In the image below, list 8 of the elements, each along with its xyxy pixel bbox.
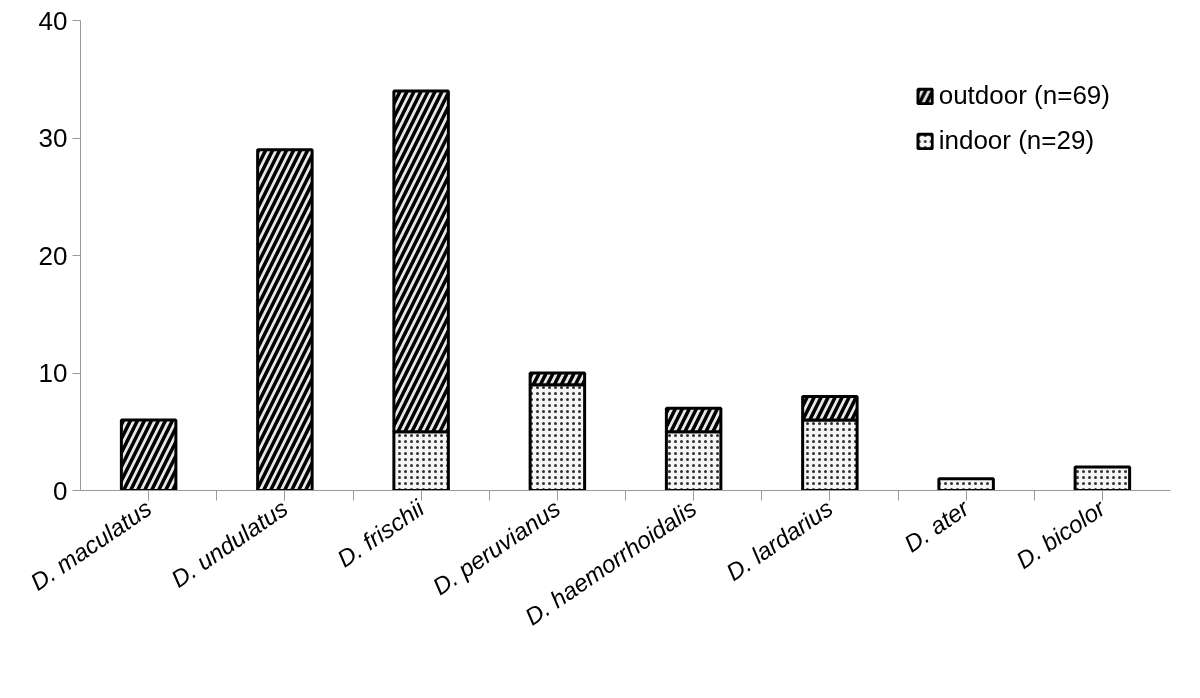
y-tick-label: 0 bbox=[53, 475, 68, 506]
y-tick-label: 40 bbox=[38, 5, 68, 36]
y-tick-label: 20 bbox=[38, 240, 68, 271]
legend-label: outdoor (n=69) bbox=[938, 80, 1110, 111]
legend-label: indoor (n=29) bbox=[938, 125, 1095, 156]
y-tick-label: 10 bbox=[38, 358, 68, 388]
y-tick-label: 30 bbox=[38, 123, 68, 153]
x-tick-label: D. ater bbox=[899, 493, 975, 558]
